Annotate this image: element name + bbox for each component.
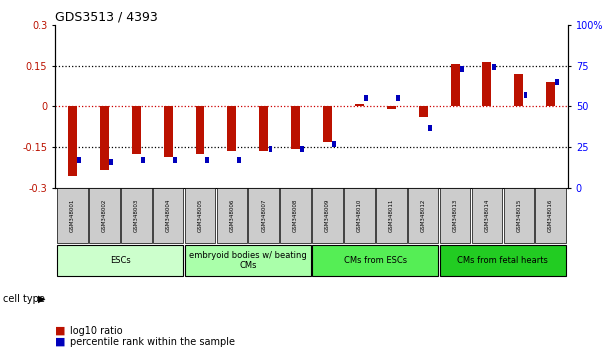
Bar bbox=[78, 158, 81, 164]
Text: CMs from ESCs: CMs from ESCs bbox=[344, 256, 407, 265]
Text: GSM348003: GSM348003 bbox=[134, 199, 139, 232]
Text: GSM348013: GSM348013 bbox=[453, 199, 458, 232]
Text: ▶: ▶ bbox=[38, 294, 45, 304]
Text: GSM348014: GSM348014 bbox=[485, 199, 489, 232]
Text: GSM348006: GSM348006 bbox=[229, 199, 235, 232]
Bar bbox=[472, 188, 502, 243]
Bar bbox=[100, 107, 109, 171]
Bar bbox=[408, 188, 439, 243]
Text: CMs from fetal hearts: CMs from fetal hearts bbox=[458, 256, 548, 265]
Bar bbox=[483, 62, 491, 107]
Bar bbox=[440, 188, 470, 243]
Bar bbox=[460, 66, 464, 72]
Bar bbox=[173, 158, 177, 164]
Bar bbox=[141, 158, 145, 164]
Bar bbox=[249, 188, 279, 243]
Bar bbox=[396, 95, 400, 101]
Bar bbox=[217, 188, 247, 243]
Text: ■: ■ bbox=[55, 337, 65, 347]
Bar bbox=[503, 188, 534, 243]
Bar bbox=[344, 188, 375, 243]
Bar bbox=[121, 188, 152, 243]
Bar bbox=[364, 95, 368, 101]
Bar bbox=[524, 92, 527, 98]
Bar bbox=[236, 158, 241, 164]
Bar bbox=[196, 107, 205, 154]
Text: GSM348009: GSM348009 bbox=[325, 199, 330, 232]
Bar bbox=[355, 104, 364, 107]
Bar bbox=[57, 245, 183, 276]
Bar bbox=[269, 146, 273, 152]
Bar bbox=[280, 188, 311, 243]
Bar bbox=[68, 107, 77, 176]
Bar bbox=[291, 107, 300, 149]
Text: GDS3513 / 4393: GDS3513 / 4393 bbox=[55, 11, 158, 24]
Text: GSM348008: GSM348008 bbox=[293, 199, 298, 232]
Text: ESCs: ESCs bbox=[110, 256, 131, 265]
Text: log10 ratio: log10 ratio bbox=[70, 326, 123, 336]
Text: ■: ■ bbox=[55, 326, 65, 336]
Bar bbox=[57, 188, 88, 243]
Bar bbox=[419, 107, 428, 118]
Bar bbox=[440, 245, 566, 276]
Bar bbox=[164, 107, 173, 157]
Bar bbox=[109, 159, 113, 165]
Bar bbox=[323, 107, 332, 142]
Bar bbox=[428, 125, 432, 131]
Bar bbox=[555, 79, 559, 85]
Bar bbox=[514, 74, 523, 107]
Text: GSM348004: GSM348004 bbox=[166, 199, 170, 232]
Text: GSM348007: GSM348007 bbox=[262, 199, 266, 232]
Text: GSM348001: GSM348001 bbox=[70, 199, 75, 232]
Bar bbox=[301, 146, 304, 152]
Bar bbox=[312, 245, 439, 276]
Bar bbox=[153, 188, 183, 243]
Text: GSM348016: GSM348016 bbox=[548, 199, 553, 232]
Text: GSM348002: GSM348002 bbox=[102, 199, 107, 232]
Text: cell type: cell type bbox=[3, 294, 45, 304]
Text: GSM348012: GSM348012 bbox=[421, 199, 426, 232]
Text: GSM348015: GSM348015 bbox=[516, 199, 521, 232]
Text: GSM348011: GSM348011 bbox=[389, 199, 394, 232]
Bar bbox=[205, 158, 208, 164]
Bar bbox=[376, 188, 406, 243]
Bar bbox=[546, 82, 555, 107]
Bar bbox=[535, 188, 566, 243]
Bar bbox=[227, 107, 236, 152]
Bar bbox=[89, 188, 120, 243]
Text: percentile rank within the sample: percentile rank within the sample bbox=[70, 337, 235, 347]
Bar bbox=[492, 64, 496, 70]
Bar bbox=[332, 141, 336, 147]
Text: GSM348010: GSM348010 bbox=[357, 199, 362, 232]
Bar bbox=[185, 188, 215, 243]
Bar bbox=[259, 107, 268, 152]
Text: GSM348005: GSM348005 bbox=[197, 199, 202, 232]
Text: embryoid bodies w/ beating
CMs: embryoid bodies w/ beating CMs bbox=[189, 251, 307, 270]
Bar bbox=[312, 188, 343, 243]
Bar bbox=[387, 107, 396, 109]
Bar bbox=[450, 64, 459, 107]
Bar bbox=[132, 107, 141, 154]
Bar bbox=[185, 245, 311, 276]
